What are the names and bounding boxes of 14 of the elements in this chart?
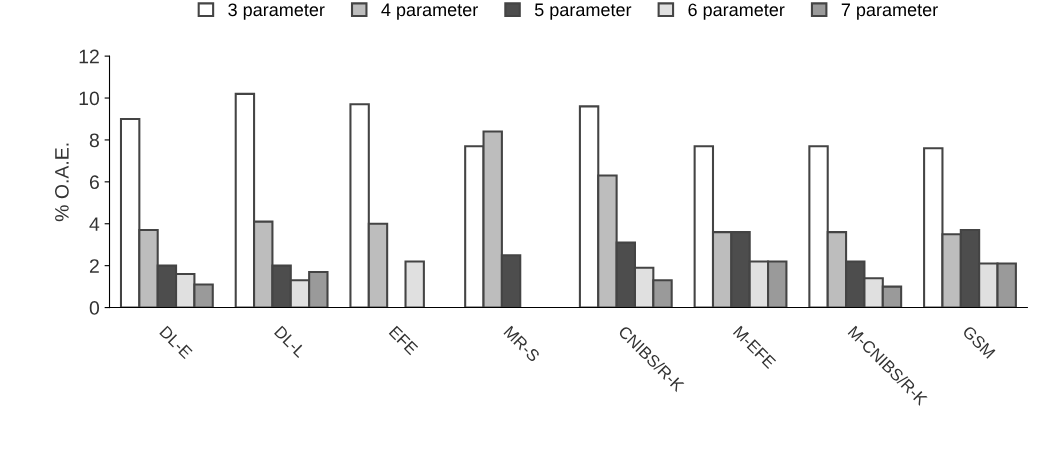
y-tick-label: 2	[89, 259, 99, 273]
legend-label: 5 parameter	[534, 3, 632, 20]
legend-label: 6 parameter	[688, 3, 785, 20]
legend-label: 7 parameter	[841, 3, 938, 20]
y-tick-label: 10	[79, 91, 100, 106]
legend-label: 4 parameter	[381, 3, 478, 20]
bar	[404, 260, 425, 308]
y-tick-label: 0	[89, 301, 100, 315]
y-tick-label: 12	[79, 49, 99, 64]
y-tick-label: 8	[89, 133, 99, 148]
legend-label: 3 parameter	[228, 3, 325, 20]
y-axis-title: % O.A.E.	[55, 143, 69, 222]
y-tick-label: 4	[89, 217, 100, 231]
y-tick-label: 6	[89, 175, 99, 190]
